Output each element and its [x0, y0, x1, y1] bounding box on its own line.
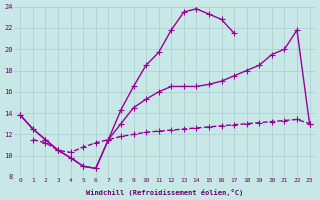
X-axis label: Windchill (Refroidissement éolien,°C): Windchill (Refroidissement éolien,°C) — [86, 189, 244, 196]
